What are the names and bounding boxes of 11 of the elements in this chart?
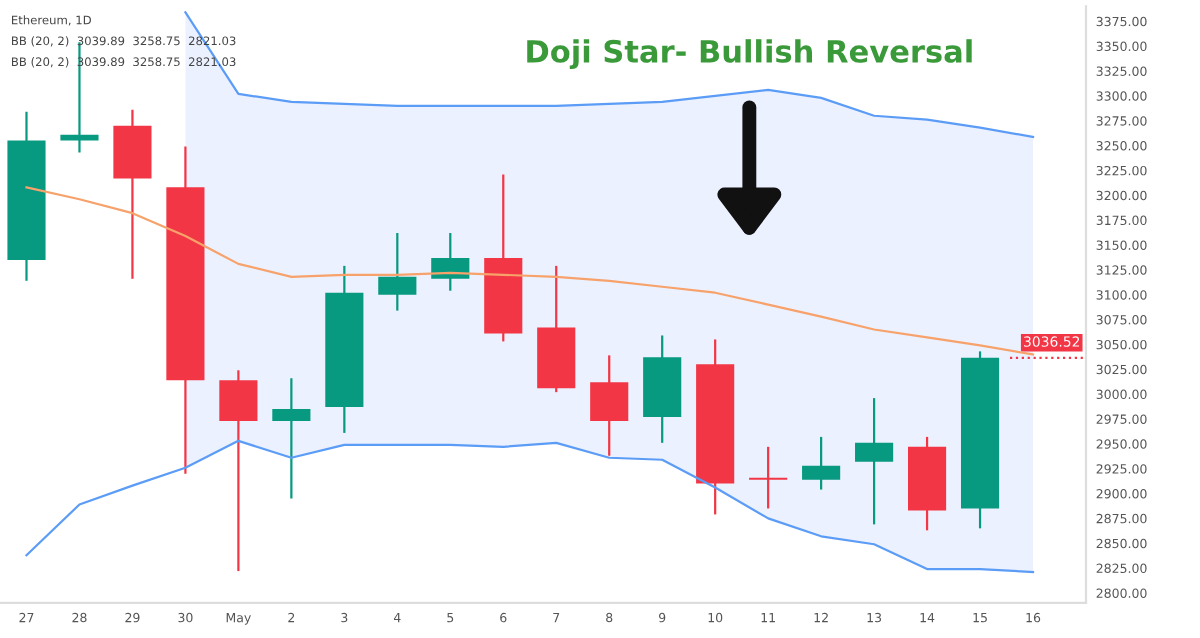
line-series bbox=[25, 439, 1035, 574]
text: Doji Star- Bullish Reversal bbox=[527, 39, 972, 70]
candlestick bbox=[378, 231, 417, 312]
candlestick bbox=[855, 396, 894, 526]
line-series bbox=[184, 11, 1035, 138]
candlestick bbox=[272, 377, 311, 500]
candlestick bbox=[590, 354, 629, 457]
candlestick bbox=[802, 435, 841, 491]
candlestick bbox=[431, 231, 470, 292]
candlestick bbox=[749, 445, 788, 510]
candlestick bbox=[219, 369, 258, 573]
